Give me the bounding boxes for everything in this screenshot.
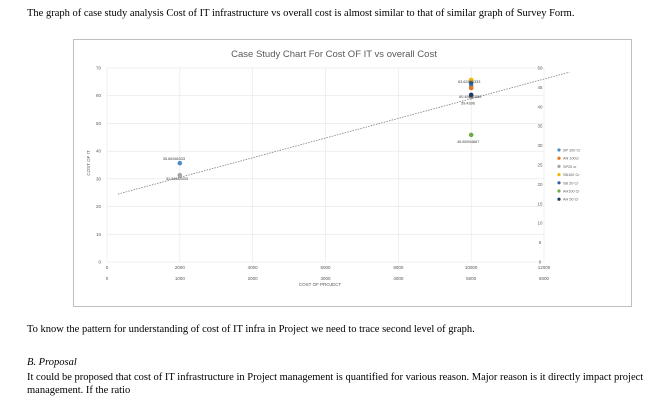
x-tick-label-primary: 8000 [393, 265, 404, 270]
data-label: 45.85934667 [457, 140, 479, 144]
x-tick-label-primary: 6000 [320, 265, 331, 270]
y-tick-label-right: 5 [539, 240, 542, 245]
x-tick-label-primary: 2000 [175, 265, 186, 270]
legend-entry: SB 20 Cr [563, 181, 579, 185]
data-point [468, 132, 474, 138]
legend-marker [557, 164, 561, 168]
x-tick-label-secondary: 3000 [320, 276, 331, 281]
y-tick-label-right: 50 [537, 66, 543, 71]
x-tick-label-secondary: 2000 [248, 276, 259, 281]
trendline [117, 71, 570, 195]
paragraph-proposal: It could be proposed that cost of IT inf… [27, 372, 644, 396]
legend-entry: SB100 Cr [563, 173, 580, 177]
y-tick-label-right: 0 [539, 260, 542, 265]
y-tick-label-left: 40 [96, 149, 102, 154]
data-label: 60.48951556 [459, 95, 481, 99]
x-tick-label-secondary: 6000 [539, 276, 550, 281]
chart-title: Case Study Chart For Cost OF IT vs overa… [231, 49, 437, 60]
section-heading: B. Proposal [27, 357, 77, 368]
data-point [468, 92, 474, 98]
y-tick-label-left: 70 [96, 66, 102, 71]
data-point [468, 85, 474, 91]
data-label: 35.66346333 [163, 157, 185, 161]
x-tick-label-primary: 10000 [465, 265, 478, 270]
legend-marker [557, 197, 561, 201]
y-tick-label-right: 10 [537, 221, 543, 226]
y-tick-label-left: 20 [96, 204, 102, 209]
data-point [468, 80, 474, 86]
legend-entry: SP20 cr [563, 165, 577, 169]
legend-entry: AN 100cr [563, 157, 580, 161]
y-tick-label-right: 35 [537, 124, 543, 129]
data-label: 63.62880333 [458, 80, 480, 84]
legend-entry: AH100 Cr [563, 190, 580, 194]
x-tick-label-secondary: 4000 [393, 276, 404, 281]
x-tick-label-secondary: 0 [106, 276, 109, 281]
data-label: 59.4396 [461, 101, 475, 105]
y-tick-label-right: 45 [537, 85, 543, 90]
x-tick-label-primary: 0 [106, 265, 109, 270]
y-tick-label-left: 50 [96, 121, 102, 126]
legend-entry: AH 50 Cr [563, 198, 579, 202]
legend-marker [557, 189, 561, 193]
y-tick-label-left: 0 [98, 260, 101, 265]
data-label: 31.34643333 [166, 177, 188, 181]
x-tick-label-primary: 12000 [538, 265, 551, 270]
x-tick-label-primary: 4000 [248, 265, 259, 270]
y-tick-label-left: 30 [96, 176, 102, 181]
x-tick-label-secondary: 1000 [175, 276, 186, 281]
y-tick-label-right: 25 [537, 163, 543, 168]
legend-marker [557, 148, 561, 152]
legend-marker [557, 173, 561, 177]
y-tick-label-right: 20 [537, 182, 543, 187]
data-point [468, 77, 474, 83]
legend-marker [557, 156, 561, 160]
y-tick-label-right: 40 [537, 104, 543, 109]
data-point [177, 160, 183, 166]
data-point [177, 172, 183, 178]
legend-marker [557, 181, 561, 185]
scatter-chart: Case Study Chart For Cost OF IT vs overa… [86, 49, 581, 287]
y-axis-title: COST OF IT [86, 150, 91, 175]
legend-entry: SP 100 Cr [563, 149, 581, 153]
y-tick-label-right: 15 [537, 201, 543, 206]
paragraph-pattern: To know the pattern for understanding of… [27, 324, 475, 335]
chart-container: Case Study Chart For Cost OF IT vs overa… [73, 39, 632, 307]
y-tick-label-left: 10 [96, 232, 102, 237]
y-tick-label-right: 30 [537, 143, 543, 148]
y-tick-label-left: 60 [96, 93, 102, 98]
x-axis-title: COST OF PROJECT [299, 282, 341, 287]
x-tick-label-secondary: 5000 [466, 276, 477, 281]
paragraph-intro: The graph of case study analysis Cost of… [27, 8, 575, 19]
